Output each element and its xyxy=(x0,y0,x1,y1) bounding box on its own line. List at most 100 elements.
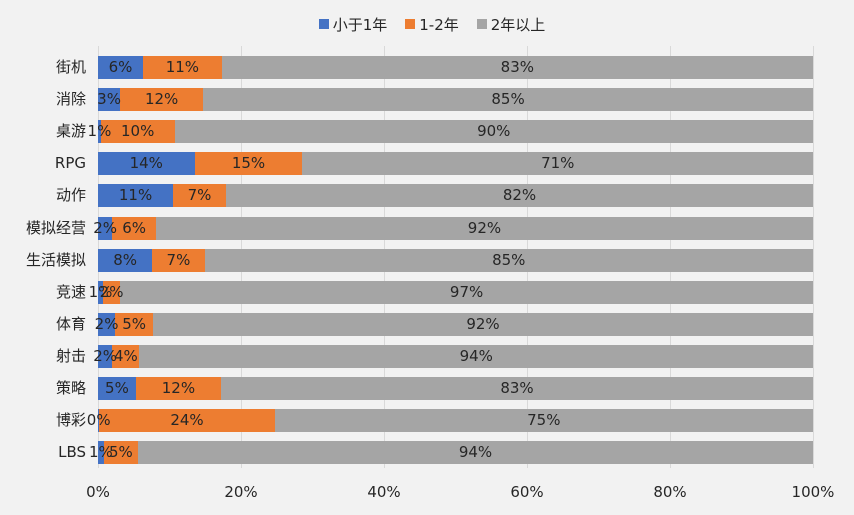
bar-segment xyxy=(99,409,275,433)
bar-row: 6% 11% 83% xyxy=(98,56,813,79)
stacked-bar xyxy=(98,280,813,304)
data-label: 11% xyxy=(118,186,153,205)
category-label: 竞速 xyxy=(55,282,86,301)
bar-segment xyxy=(98,377,136,400)
x-tick-label: 20% xyxy=(224,483,258,501)
data-label: 15% xyxy=(231,154,266,173)
category-label: LBS xyxy=(58,443,86,462)
data-label: 92% xyxy=(466,314,500,333)
data-label: 82% xyxy=(502,186,537,205)
category-label: 生活模拟 xyxy=(25,250,86,269)
data-label: 5% xyxy=(105,379,129,397)
bar-segment xyxy=(98,120,101,144)
bar-segment xyxy=(139,344,813,368)
bar-segment xyxy=(174,120,813,144)
data-label: 7% xyxy=(187,186,212,205)
x-tick-label: 40% xyxy=(367,483,401,501)
bar-segment xyxy=(120,280,813,304)
data-label: 1% xyxy=(87,122,112,141)
bar-segment xyxy=(98,312,116,336)
data-label: 24% xyxy=(170,411,204,430)
stacked-bar xyxy=(98,152,813,176)
bar-segment xyxy=(98,344,113,368)
bar-row: 3% 12% 85% xyxy=(97,88,813,112)
bar-segment xyxy=(173,184,226,208)
bar-row: 11% 7% 82% xyxy=(98,184,813,208)
bar-segment xyxy=(98,152,195,176)
chart-legend: 小于1年 1-2年 2年以上 xyxy=(0,12,854,36)
data-label: 2% xyxy=(93,346,118,365)
bar-segment xyxy=(98,441,104,465)
stacked-bar xyxy=(98,344,813,368)
bar-segment xyxy=(100,120,175,144)
legend-swatch-icon xyxy=(318,19,329,29)
plot-area: 6% 11% 83% 3% 12% 85% 1% 10% 90% 14% 15% 71% 11% 7% 82… xyxy=(87,46,814,468)
bar-segment xyxy=(203,88,813,112)
data-label: 14% xyxy=(129,154,163,173)
data-label: 90% xyxy=(477,122,511,141)
x-tick-label: 60% xyxy=(510,483,544,501)
category-label: 动作 xyxy=(55,186,86,205)
bar-row: 1% 10% 90% xyxy=(88,120,813,144)
category-label: 桌游 xyxy=(55,122,86,141)
bar-segment xyxy=(98,216,113,240)
bar-segment xyxy=(135,377,221,400)
data-label: 11% xyxy=(165,58,200,76)
data-label: 75% xyxy=(527,411,561,430)
data-label: 2% xyxy=(93,218,118,237)
bar-segment xyxy=(120,88,204,112)
bar-segment xyxy=(274,409,813,433)
bar-segment xyxy=(143,56,222,79)
data-label: 83% xyxy=(500,58,535,76)
legend-item: 1-2年 xyxy=(405,14,459,35)
data-label: 1% xyxy=(88,443,113,462)
stacked-bar xyxy=(98,377,813,400)
bar-segment xyxy=(98,248,153,272)
x-tick-label: 100% xyxy=(791,483,835,501)
bar-row: 8% 7% 85% xyxy=(98,248,813,272)
bar-segment xyxy=(98,184,174,208)
data-label: 5% xyxy=(122,314,146,333)
category-label: 体育 xyxy=(55,314,86,333)
bar-segment xyxy=(98,56,144,79)
stacked-bar xyxy=(98,184,813,208)
bar-segment xyxy=(103,280,121,304)
legend-label: 小于1年 xyxy=(332,15,388,34)
data-label: 10% xyxy=(121,122,155,141)
data-label: 6% xyxy=(108,58,133,76)
bar-segment xyxy=(225,184,813,208)
bar-row: 2% 6% 92% xyxy=(93,216,813,240)
bar-segment xyxy=(98,409,100,433)
data-label: 6% xyxy=(122,218,146,237)
category-label: 射击 xyxy=(55,346,86,365)
legend-label: 2年以上 xyxy=(490,15,546,34)
data-label: 5% xyxy=(108,443,133,462)
bar-segment xyxy=(103,441,139,465)
bar-segment xyxy=(98,280,103,304)
x-tick-label: 0% xyxy=(86,483,110,501)
stacked-bar xyxy=(98,312,813,336)
bar-row: 2% 5% 92% xyxy=(95,312,813,336)
bar-row: 0% 24% 75% xyxy=(87,409,813,433)
stacked-bar xyxy=(98,441,813,465)
data-label: 71% xyxy=(541,154,575,173)
bar-segment xyxy=(115,312,154,336)
bar-segment xyxy=(220,377,813,400)
bar-row: 5% 12% 83% xyxy=(98,377,813,400)
bar-segment xyxy=(153,312,813,336)
category-label: 博彩 xyxy=(55,411,86,430)
bar-segment xyxy=(302,152,813,176)
x-tick-label: 80% xyxy=(653,483,687,501)
legend-item: 小于1年 xyxy=(318,14,388,35)
bar-row: 2% 4% 94% xyxy=(93,344,813,368)
category-label: 街机 xyxy=(55,58,86,76)
gridline xyxy=(813,46,814,468)
data-label: 94% xyxy=(459,346,493,365)
bar-row: 1% 2% 97% xyxy=(89,280,813,304)
category-label: 模拟经营 xyxy=(25,218,86,237)
stacked-bar xyxy=(98,248,813,272)
data-label: 12% xyxy=(161,379,196,397)
legend-item: 2年以上 xyxy=(476,14,546,35)
legend-swatch-icon xyxy=(405,19,416,29)
stacked-bar xyxy=(98,56,813,79)
